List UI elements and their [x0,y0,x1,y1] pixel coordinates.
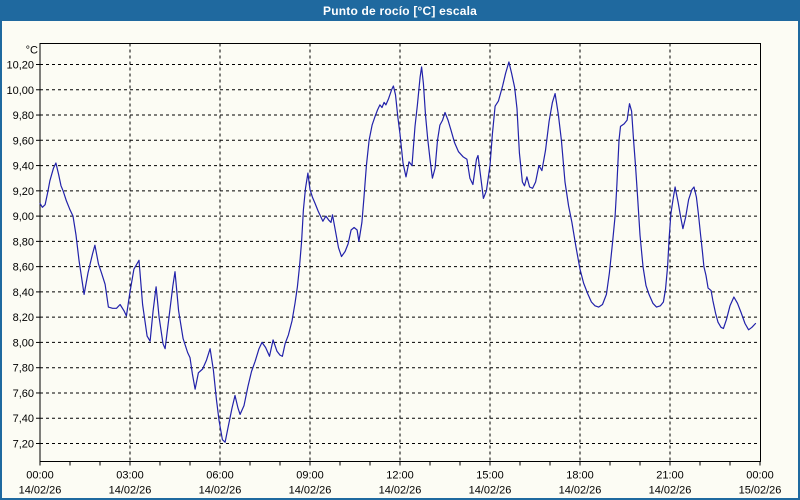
x-tick-date-label: 15/02/26 [739,485,782,497]
y-tick-label: 10,20 [6,60,34,72]
y-tick-label: 8,40 [13,287,34,299]
x-tick-date-label: 14/02/26 [559,485,602,497]
x-tick-time-label: 21:00 [656,470,684,482]
y-tick-label: 8,00 [13,337,34,349]
y-tick-label: 9,60 [13,135,34,147]
x-tick-time-label: 00:00 [26,470,54,482]
x-tick-date-label: 14/02/26 [199,485,242,497]
y-tick-label: 9,80 [13,110,34,122]
y-tick-label: 9,20 [13,186,34,198]
y-tick-label: 7,40 [13,413,34,425]
x-tick-date-label: 14/02/26 [649,485,692,497]
dewpoint-series-line [39,61,757,443]
y-tick-label: 9,00 [13,211,34,223]
dewpoint-line-chart: °C 10,20 10,00 9,80 9,60 9,40 9,20 9,00 8,80 8,60… [2,21,798,498]
y-tick-label: 8,80 [13,236,34,248]
x-tick-date-label: 14/02/26 [19,485,62,497]
x-tick-date-label: 14/02/26 [109,485,152,497]
x-tick-time-label: 03:00 [116,470,144,482]
chart-area: °C 10,20 10,00 9,80 9,60 9,40 9,20 9,00 8,80 8,60… [2,21,798,498]
x-tick-time-label: 06:00 [206,470,234,482]
x-tick-date-label: 14/02/26 [469,485,512,497]
x-tick-time-label: 12:00 [386,470,414,482]
y-tick-label: 7,60 [13,388,34,400]
chart-title-bar: Punto de rocío [°C] escala [2,2,798,21]
x-tick-date-label: 14/02/26 [289,485,332,497]
y-tick-label: 7,20 [13,438,34,450]
y-axis-unit-label: °C [26,45,38,57]
y-tick-label: 8,20 [13,312,34,324]
y-tick-label: 9,40 [13,161,34,173]
x-tick-time-label: 00:00 [746,470,774,482]
x-tick-time-label: 15:00 [476,470,504,482]
y-tick-label: 10,00 [6,85,34,97]
x-tick-time-label: 18:00 [566,470,594,482]
y-tick-label: 7,80 [13,363,34,375]
x-tick-time-label: 09:00 [296,470,324,482]
y-tick-label: 8,60 [13,262,34,274]
x-tick-date-label: 14/02/26 [379,485,422,497]
